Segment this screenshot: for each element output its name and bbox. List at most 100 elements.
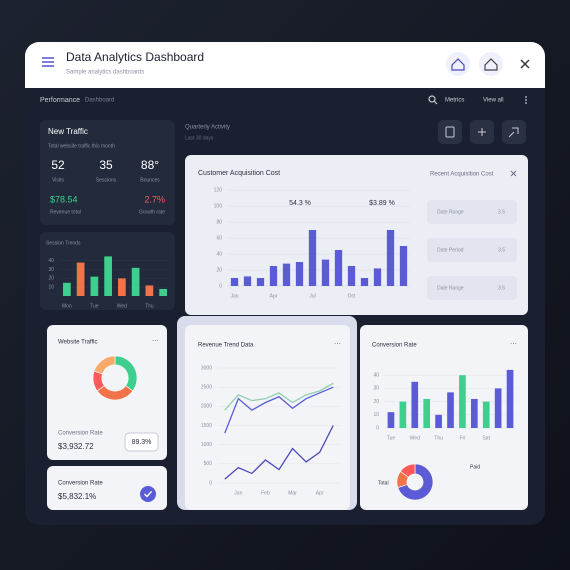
- x-tick-label: Mon: [62, 303, 72, 309]
- x-tick-label: Feb: [261, 490, 270, 496]
- y-tick-label: 40: [48, 258, 54, 264]
- line: [224, 382, 334, 411]
- stat-label: Sessions: [96, 177, 117, 183]
- x-tick-label: Wed: [410, 435, 420, 441]
- view-label: Dashboard: [85, 98, 114, 104]
- list-title: Recent Acquisition Cost: [430, 172, 494, 178]
- bar: [256, 278, 265, 286]
- bar: [423, 398, 431, 428]
- x-tick-label: Apr: [270, 293, 278, 299]
- conversion-card: [360, 325, 528, 510]
- x-tick-label: Jan: [234, 490, 242, 496]
- bar: [76, 262, 85, 296]
- tools-button[interactable]: [502, 120, 526, 144]
- bar: [295, 262, 304, 286]
- bar: [269, 266, 278, 286]
- more-button[interactable]: ⋯: [152, 338, 159, 345]
- bar: [347, 266, 356, 286]
- stat-value: 35: [99, 158, 113, 172]
- y-tick-label: 40: [216, 251, 222, 257]
- y-tick-label: 0: [219, 283, 222, 289]
- x-tick-label: Fri: [459, 435, 465, 441]
- list-row: [427, 238, 517, 262]
- row-value: 3.5: [498, 209, 505, 215]
- legend-label: Total: [378, 480, 389, 486]
- y-tick-label: 3000: [201, 365, 212, 371]
- x-tick-label: Mar: [288, 490, 297, 496]
- check-button[interactable]: [140, 486, 156, 502]
- bar: [131, 267, 140, 296]
- stat-value: $3,932.72: [58, 442, 94, 451]
- y-tick-label: 30: [48, 267, 54, 273]
- bar: [373, 268, 382, 286]
- bar: [435, 414, 442, 428]
- search-label[interactable]: Metrics: [445, 98, 464, 104]
- bar: [118, 278, 126, 296]
- bar: [282, 263, 291, 286]
- bar: [243, 276, 252, 286]
- panel-title: Customer Acquisition Cost: [198, 170, 280, 177]
- x-tick-label: Thu: [145, 303, 154, 309]
- pie-slice: [93, 355, 116, 375]
- row-value: 3.5: [498, 285, 505, 291]
- y-tick-label: 80: [216, 219, 222, 225]
- badge-label: 89.3%: [132, 439, 152, 446]
- x-tick-label: Sat: [482, 435, 490, 441]
- badge[interactable]: [124, 432, 159, 452]
- home-button[interactable]: [446, 52, 470, 76]
- y-tick-label: 20: [373, 399, 379, 405]
- x-tick-label: Jul: [309, 293, 315, 299]
- list-row: [427, 200, 517, 224]
- x-tick-label: Wed: [117, 303, 127, 309]
- traffic-card: [40, 120, 175, 225]
- bar: [447, 392, 454, 428]
- y-tick-label: 0: [209, 480, 212, 486]
- y-tick-label: 10: [48, 285, 54, 291]
- close-button[interactable]: [510, 170, 517, 177]
- y-tick-label: 2000: [201, 404, 212, 410]
- x-tick-label: Apr: [316, 490, 324, 496]
- bar: [308, 230, 317, 286]
- row-label: Date Range: [437, 285, 464, 291]
- conversion-summary-card: [47, 466, 167, 510]
- y-tick-label: 1500: [201, 423, 212, 429]
- close-button[interactable]: [520, 59, 530, 69]
- x-tick-label: Tue: [90, 303, 99, 309]
- view-all-link[interactable]: View all: [483, 98, 504, 104]
- card-title: Conversion Rate: [372, 343, 417, 349]
- search-icon[interactable]: [428, 95, 438, 105]
- bar: [411, 381, 419, 428]
- y-tick-label: 20: [216, 267, 222, 273]
- bar: [360, 278, 369, 286]
- highlight-value: 2.7%: [144, 194, 165, 204]
- y-tick-label: 30: [373, 386, 379, 392]
- y-tick-label: 10: [373, 412, 379, 418]
- more-button[interactable]: ⋯: [334, 341, 341, 348]
- menu-button[interactable]: [42, 57, 54, 67]
- y-tick-label: 2500: [201, 384, 212, 390]
- action-button[interactable]: [438, 120, 462, 144]
- stat-label: Conversion Rate: [58, 431, 103, 437]
- bar: [470, 398, 478, 428]
- bar: [399, 401, 407, 428]
- more-button[interactable]: [525, 96, 527, 104]
- add-button[interactable]: [470, 120, 494, 144]
- bar: [90, 276, 99, 296]
- stat-label: Visits: [52, 177, 64, 183]
- y-tick-label: 1000: [201, 442, 212, 448]
- list-row: [427, 276, 517, 300]
- x-tick-label: Tue: [387, 435, 396, 441]
- card-title: Website Traffic: [58, 340, 97, 346]
- more-button[interactable]: ⋯: [510, 341, 517, 348]
- bar: [386, 230, 395, 286]
- legend-label: Paid: [470, 464, 480, 470]
- y-tick-label: 20: [48, 276, 54, 282]
- stat-value: 88°: [141, 158, 159, 172]
- home-button[interactable]: [479, 52, 503, 76]
- bar: [145, 285, 154, 296]
- bar: [230, 278, 239, 286]
- y-tick-label: 40: [373, 373, 379, 379]
- bar: [387, 412, 395, 428]
